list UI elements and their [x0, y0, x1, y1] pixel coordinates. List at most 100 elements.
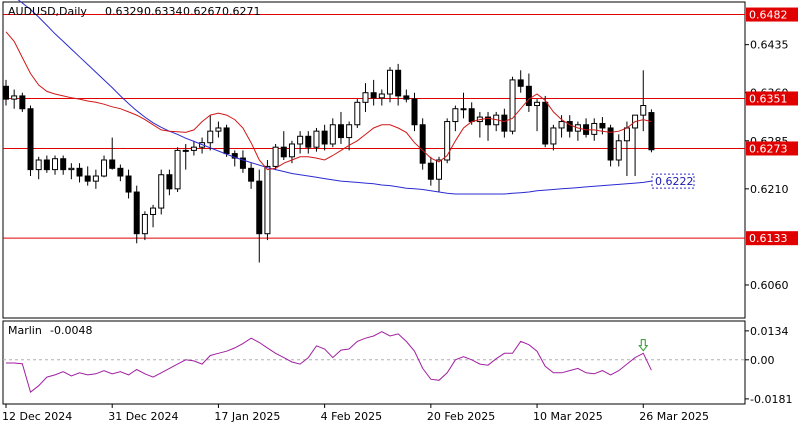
candle-bull	[11, 95, 18, 100]
time-tick-label: 4 Feb 2025	[321, 410, 382, 423]
candle-bull	[182, 149, 189, 152]
price-tick-label: 0.6060	[750, 279, 789, 292]
candle-bear	[525, 85, 532, 107]
indicator-tick-label: 0.00	[750, 354, 775, 367]
level-label-box	[746, 91, 798, 106]
candle-bear	[599, 122, 606, 129]
candle-bear	[27, 108, 34, 171]
time-tick-label: 17 Jan 2025	[214, 410, 280, 423]
price-tick-label: 0.6435	[750, 39, 789, 52]
candle-bear	[305, 135, 312, 148]
indicator-series	[6, 331, 652, 394]
candle-bull	[313, 130, 320, 148]
ohlc-open: 0.6329	[105, 5, 144, 18]
candle-bull	[158, 174, 165, 209]
time-axis: 12 Dec 2024 31 Dec 2024 17 Jan 2025 4 Feb 2…	[2, 404, 709, 423]
time-tick-label: 26 Mar 2025	[639, 410, 709, 423]
candle-bull	[558, 121, 565, 129]
candle-bear	[125, 175, 132, 193]
candle-bear	[542, 101, 549, 145]
level-label-box	[746, 7, 798, 22]
candle-bull	[215, 127, 222, 132]
level-price-labels: 0.6482 0.6351 0.6273 0.6133	[746, 7, 798, 246]
level-label: 0.6482	[749, 9, 788, 22]
indicator-name: Marlin	[8, 324, 42, 337]
level-label: 0.6133	[749, 232, 788, 245]
candle-bull	[272, 146, 279, 167]
time-tick-label: 10 Mar 2025	[533, 410, 603, 423]
indicator-tick-label: -0.0181	[750, 393, 792, 406]
candle-bear	[419, 124, 426, 164]
ma-projection-label: 0.6222	[655, 175, 694, 188]
moving-averages: 0.6222	[5, 0, 695, 195]
time-tick-label: 20 Feb 2025	[427, 410, 495, 423]
candle-bear	[607, 127, 614, 161]
ohlc-close: 0.6271	[222, 5, 261, 18]
candle-bull	[190, 146, 197, 151]
candle-bear	[117, 167, 124, 177]
candle-bull	[362, 92, 369, 103]
candle-bear	[43, 159, 50, 171]
candle-bull	[452, 108, 459, 123]
candle-bull	[264, 165, 271, 235]
candle-bear	[60, 158, 67, 171]
candle-bear	[280, 146, 287, 158]
ma-fast-line	[5, 31, 652, 171]
candle-bear	[403, 95, 410, 100]
candle-bull	[550, 127, 557, 145]
candle-bull	[640, 105, 647, 116]
candle-bear	[485, 116, 492, 126]
level-label: 0.6273	[749, 142, 788, 155]
candle-bull	[346, 124, 353, 139]
level-label-box	[746, 231, 798, 246]
ma-slow-line	[17, 0, 652, 195]
candle-bull	[460, 108, 467, 111]
candle-bull	[534, 101, 541, 107]
candle-bear	[248, 167, 255, 182]
candle-bull	[386, 69, 393, 95]
candle-bull	[35, 159, 42, 171]
candle-bear	[566, 121, 573, 132]
indicator-value: -0.0048	[50, 324, 92, 337]
candle-bear	[395, 69, 402, 97]
candle-bear	[231, 153, 238, 159]
candle-bull	[288, 143, 295, 158]
candle-bear	[109, 159, 116, 169]
candle-bull	[150, 207, 157, 215]
symbol-label: AUDUSD,Daily	[8, 5, 87, 18]
candle-bear	[223, 127, 230, 155]
candle-bull	[591, 122, 598, 135]
candle-bear	[84, 175, 91, 182]
time-tick-label: 12 Dec 2024	[2, 410, 72, 423]
candle-bull	[52, 158, 59, 171]
marlin-line	[6, 331, 652, 394]
candle-bull	[68, 167, 75, 171]
ma-projection-box	[651, 173, 695, 189]
indicator-pane-frame	[2, 320, 746, 405]
candle-bear	[411, 98, 418, 126]
candle-bull	[101, 159, 108, 177]
candle-bull	[297, 135, 304, 145]
candle-bear	[321, 130, 328, 145]
candle-bear	[648, 112, 655, 151]
price-tick-label: 0.6210	[750, 183, 789, 196]
candle-bull	[436, 159, 443, 180]
ohlc-high: 0.6334	[144, 5, 183, 18]
candle-bear	[501, 114, 508, 132]
candle-bull	[378, 93, 385, 99]
candle-bear	[3, 85, 9, 100]
candle-bear	[166, 174, 173, 190]
candle-bear	[76, 167, 83, 177]
candle-bear	[337, 124, 344, 139]
candle-bull	[174, 149, 181, 190]
candle-bull	[141, 213, 148, 235]
time-tick-label: 31 Dec 2024	[108, 410, 178, 423]
ohlc-low: 0.6267	[183, 5, 222, 18]
candle-bull	[207, 130, 214, 144]
candle-bear	[370, 92, 377, 99]
indicator-tick-label: 0.0134	[750, 325, 789, 338]
candle-bull	[509, 79, 516, 132]
